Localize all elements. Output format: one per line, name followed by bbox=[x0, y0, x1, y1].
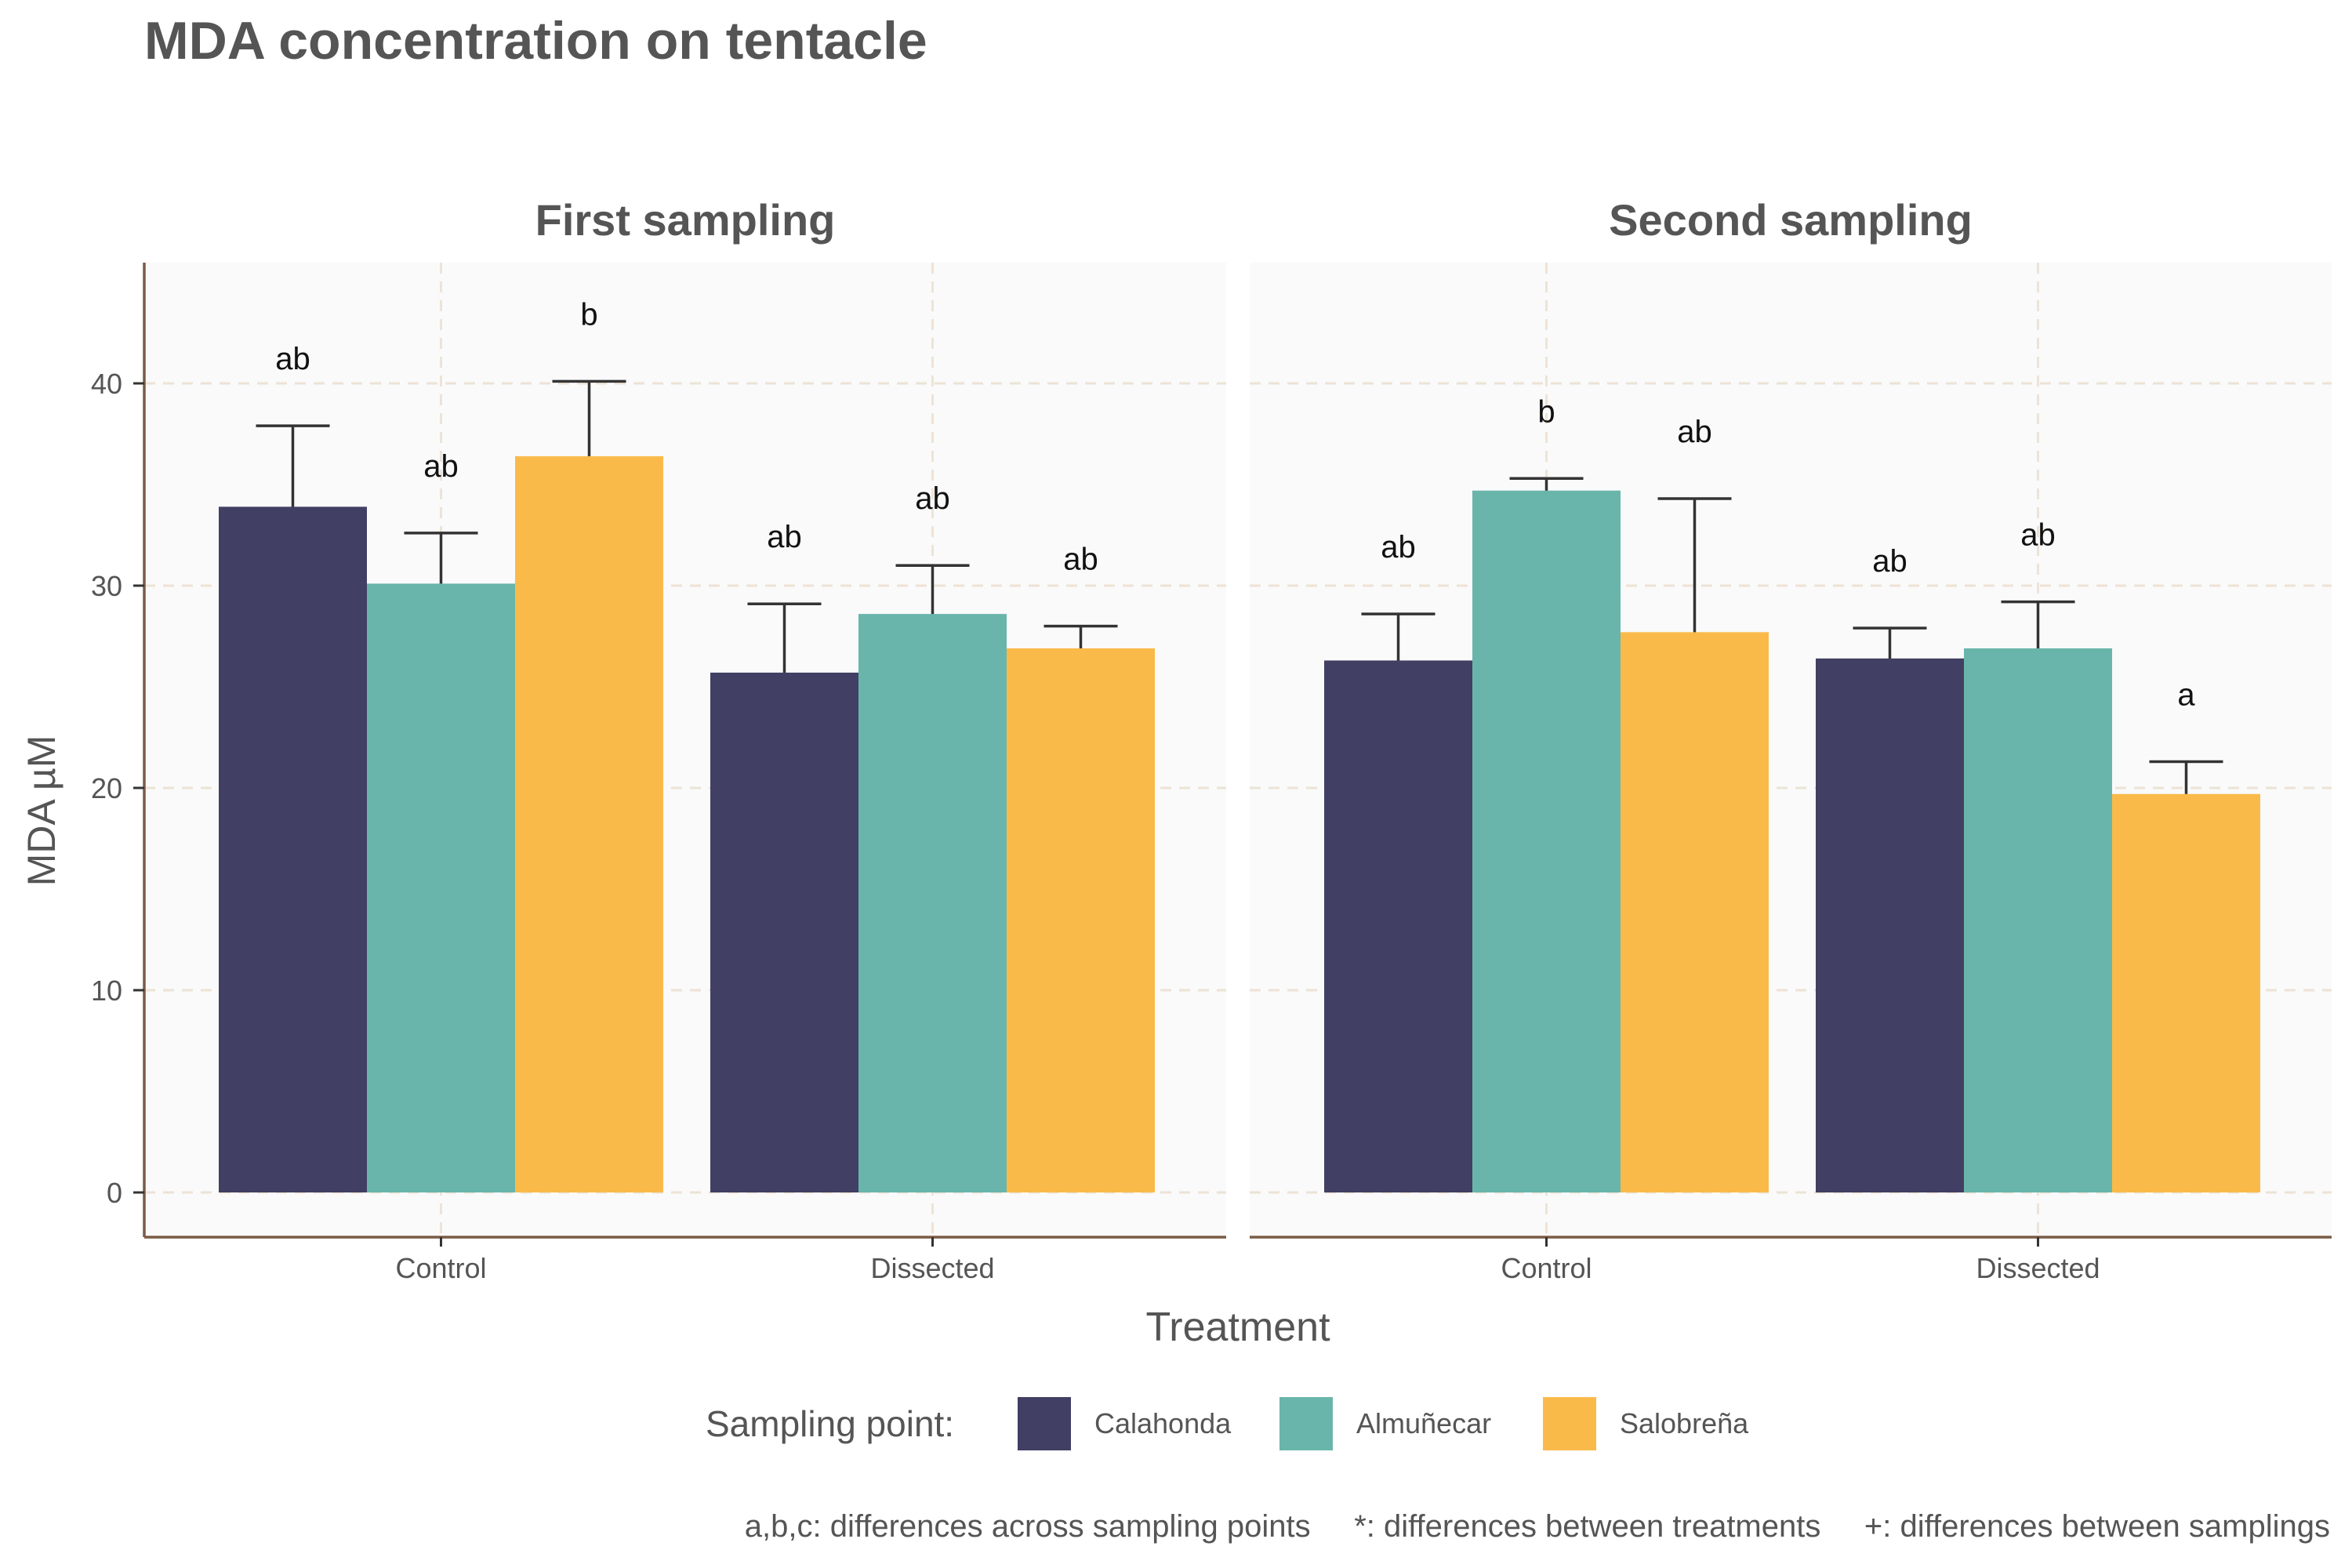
bar bbox=[1472, 490, 1621, 1192]
legend-swatch-almunecar bbox=[1279, 1397, 1333, 1450]
legend-label-almunecar: Almuñecar bbox=[1356, 1407, 1491, 1439]
bar bbox=[710, 672, 858, 1192]
x-axis-label: Treatment bbox=[1145, 1305, 1330, 1350]
facet-panel-1: ab ab b ab ab ab 0 10 20 30 40 Control Dissected bbox=[91, 263, 1226, 1284]
y-tick-label: 40 bbox=[91, 368, 122, 400]
y-tick-label: 0 bbox=[107, 1177, 122, 1209]
bar bbox=[515, 456, 663, 1192]
bar bbox=[1964, 648, 2112, 1192]
significance-letter: ab bbox=[2020, 518, 2056, 553]
y-tick-label: 10 bbox=[91, 975, 122, 1007]
bar bbox=[1621, 632, 1769, 1192]
x-tick-label: Control bbox=[1501, 1252, 1592, 1284]
significance-letter: ab bbox=[915, 481, 950, 516]
bar bbox=[858, 614, 1007, 1192]
bar bbox=[1816, 658, 1964, 1192]
significance-letter: ab bbox=[1063, 543, 1098, 577]
significance-letter: b bbox=[580, 297, 597, 332]
significance-letter: a bbox=[2177, 677, 2195, 712]
chart-title: MDA concentration on tentacle bbox=[144, 11, 927, 71]
y-tick-label: 30 bbox=[91, 570, 122, 602]
facet-title-first: First sampling bbox=[535, 195, 836, 245]
y-axis-label: MDA µM bbox=[20, 735, 64, 887]
bar bbox=[1324, 660, 1472, 1192]
significance-letter: ab bbox=[1381, 530, 1416, 564]
significance-letter: ab bbox=[767, 520, 802, 554]
legend: Sampling point: Calahonda Almuñecar Salo… bbox=[706, 1397, 1749, 1450]
significance-letter: b bbox=[1537, 394, 1555, 429]
significance-letter: ab bbox=[1872, 544, 1907, 579]
x-tick-label: Dissected bbox=[1976, 1252, 2100, 1284]
x-tick-label: Control bbox=[395, 1252, 486, 1284]
legend-swatch-salobrena bbox=[1543, 1397, 1596, 1450]
legend-label-calahonda: Calahonda bbox=[1094, 1407, 1232, 1439]
significance-letter: ab bbox=[423, 449, 459, 484]
y-tick-label: 20 bbox=[91, 772, 122, 804]
facet-title-second: Second sampling bbox=[1609, 195, 1973, 245]
significance-letter: ab bbox=[275, 342, 310, 376]
bar bbox=[1007, 648, 1155, 1192]
legend-title: Sampling point: bbox=[706, 1403, 954, 1444]
bar bbox=[367, 583, 515, 1192]
bar bbox=[219, 506, 367, 1192]
legend-label-salobrena: Salobreña bbox=[1620, 1407, 1749, 1439]
footnote: a,b,c: differences across sampling point… bbox=[745, 1509, 2330, 1544]
x-tick-label: Dissected bbox=[870, 1252, 994, 1284]
legend-swatch-calahonda bbox=[1018, 1397, 1071, 1450]
bar bbox=[2112, 793, 2260, 1192]
significance-letter: ab bbox=[1677, 415, 1712, 449]
facet-panel-2: ab b ab ab ab a Control Dissected bbox=[1250, 263, 2332, 1284]
